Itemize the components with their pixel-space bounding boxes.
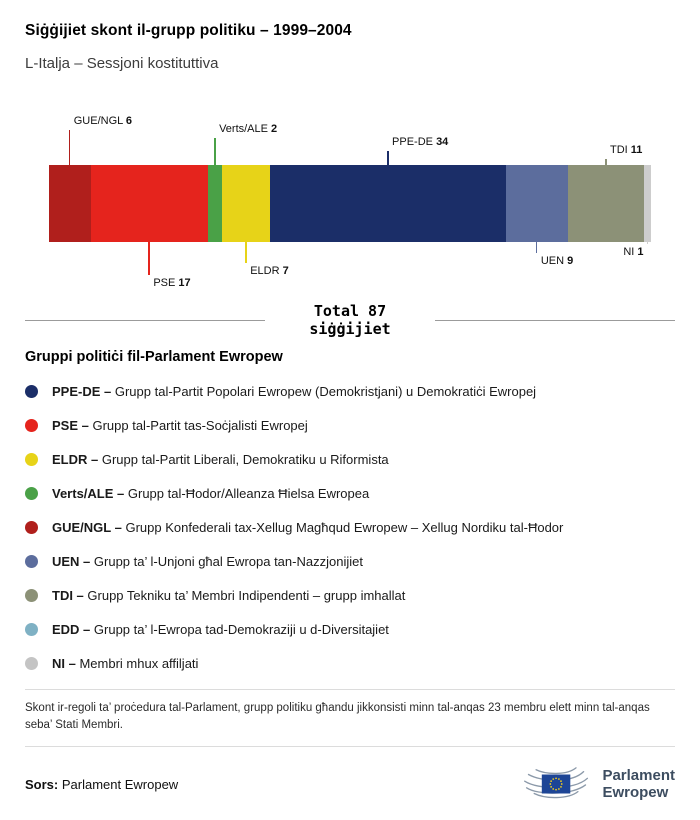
legend-dot-gue-ngl — [25, 521, 38, 535]
legend-dot-ni — [25, 657, 38, 671]
leader-line-uen — [535, 242, 538, 253]
eu-flag — [542, 774, 571, 794]
eu-flag-star — [555, 788, 558, 791]
source-value: Parlament Ewropew — [61, 776, 179, 792]
footnote-divider-bottom — [25, 746, 675, 748]
legend-dot-eldr — [25, 453, 38, 467]
total-divider: Total 87 siġġijiet — [25, 302, 675, 339]
source-text: Sors: Parlament Ewropew — [25, 777, 178, 792]
bar-segment-pse — [90, 165, 209, 242]
bar-label-tdi: TDI 11 — [610, 144, 643, 156]
eu-flag-star — [552, 788, 555, 790]
legend-list: PPE-DE – Grupp tal-Partit Popolari Ewrop… — [25, 375, 675, 681]
bar-annotations: GUE/NGL 6 PSE 17 Verts/ALE 2 ELDR 7 PPE-DE 3… — [49, 112, 651, 290]
legend-label-tdi: TDI – Grupp Tekniku ta’ Membri Indipende… — [52, 588, 406, 604]
legend-item-verts-ale: Verts/ALE – Grupp tal-Ħodor/Alleanza Ħie… — [25, 477, 675, 511]
ep-logo-text: Parlament Ewropew — [602, 767, 675, 802]
divider-line-right — [434, 319, 675, 321]
total-line-1: Total 87 — [313, 302, 387, 320]
bar-label-ppe-de: PPE-DE 34 — [392, 136, 449, 148]
legend-label-pse: PSE – Grupp tal-Partit tas-Soċjalisti Ew… — [52, 418, 308, 434]
legend-label-ppe-de: PPE-DE – Grupp tal-Partit Popolari Ewrop… — [52, 384, 537, 400]
eu-flag-star — [550, 786, 553, 788]
eu-flag-star — [558, 788, 561, 790]
bar-label-ni: NI 1 — [623, 246, 644, 258]
legend-item-tdi: TDI – Grupp Tekniku ta’ Membri Indipende… — [25, 579, 675, 613]
legend-item-pse: PSE – Grupp tal-Partit tas-Soċjalisti Ew… — [25, 409, 675, 443]
bar-label-uen: UEN 9 — [540, 255, 574, 267]
legend-item-edd: EDD – Grupp ta’ l-Ewropa tad-Demokraziji… — [25, 613, 675, 647]
legend-item-gue-ngl: GUE/NGL – Grupp Konfederali tax-Xellug M… — [25, 511, 675, 545]
stacked-bar — [49, 165, 651, 242]
eu-flag-star — [550, 780, 553, 783]
legend-dot-uen — [25, 555, 38, 569]
eu-flag-star — [560, 780, 563, 783]
legend-dot-tdi — [25, 589, 38, 603]
divider-line-left — [25, 319, 266, 321]
leader-line-eldr — [245, 242, 247, 263]
eu-flag-star — [555, 777, 558, 780]
legend-item-ppe-de: PPE-DE – Grupp tal-Partit Popolari Ewrop… — [25, 375, 675, 409]
leader-line-tdi — [605, 159, 607, 165]
bar-label-pse: PSE 17 — [153, 277, 191, 289]
leader-line-ni — [646, 242, 649, 244]
source-row: Sors: Parlament Ewropew — [25, 761, 675, 807]
legend-label-edd: EDD – Grupp ta’ l-Ewropa tad-Demokraziji… — [52, 622, 389, 638]
eu-flag-stars — [549, 777, 564, 791]
legend-label-gue-ngl: GUE/NGL – Grupp Konfederali tax-Xellug M… — [52, 520, 564, 536]
bar-segment-ni — [644, 165, 651, 242]
bar-label-eldr: ELDR 7 — [250, 265, 289, 277]
legend-item-ni: NI – Membri mhux affiljati — [25, 647, 675, 681]
bar-segment-uen — [505, 165, 568, 242]
legend-dot-edd — [25, 623, 38, 637]
ep-logo-graphic — [524, 767, 589, 799]
legend-dot-verts-ale — [25, 487, 38, 501]
ep-logo-line2: Ewropew — [602, 784, 669, 802]
eu-flag-star — [560, 786, 563, 788]
ep-logo: Parlament Ewropew — [519, 761, 675, 807]
page-title: Siġġijiet skont il-grupp politiku – 1999… — [25, 22, 352, 39]
page-subtitle: L-Italja – Sessjoni kostituttiva — [25, 55, 219, 72]
bar-label-verts-ale: Verts/ALE 2 — [219, 123, 278, 135]
leader-line-gue-ngl — [68, 130, 71, 165]
legend-item-uen: UEN – Grupp ta’ l-Unjoni għal Ewropa tan… — [25, 545, 675, 579]
total-seats-label: Total 87 siġġijiet — [265, 302, 434, 339]
eu-flag-star — [552, 778, 555, 781]
legend-item-eldr: ELDR – Grupp tal-Partit Liberali, Demokr… — [25, 443, 675, 477]
seats-chart: GUE/NGL 6 PSE 17 Verts/ALE 2 ELDR 7 PPE-DE 3… — [25, 112, 675, 290]
bar-label-gue-ngl: GUE/NGL 6 — [73, 115, 133, 127]
bar-segment-gue-ngl — [49, 165, 91, 242]
leader-line-pse — [148, 242, 150, 275]
ep-logo-line1: Parlament — [602, 766, 675, 784]
legend-title: Gruppi politiċi fil-Parlament Ewropew — [25, 348, 283, 365]
legend-label-uen: UEN – Grupp ta’ l-Unjoni għal Ewropa tan… — [52, 554, 363, 570]
bar-segment-tdi — [567, 165, 645, 242]
footnote: Skont ir-regoli ta’ proċedura tal-Parlam… — [25, 701, 650, 731]
legend-label-eldr: ELDR – Grupp tal-Partit Liberali, Demokr… — [52, 452, 389, 468]
eu-flag-star — [549, 783, 552, 785]
footnote-divider-top — [25, 688, 675, 690]
source-label: Sors: — [25, 776, 59, 792]
eu-flag-star — [561, 783, 564, 785]
total-line-2: siġġijiet — [309, 320, 391, 339]
bar-segment-verts-ale — [208, 165, 222, 242]
legend-dot-ppe-de — [25, 385, 38, 399]
bar-segment-ppe-de — [270, 165, 506, 242]
legend-label-verts-ale: Verts/ALE – Grupp tal-Ħodor/Alleanza Ħie… — [52, 486, 370, 502]
leader-line-verts-ale — [214, 138, 216, 165]
eu-flag-star — [558, 778, 561, 781]
legend-dot-pse — [25, 419, 38, 433]
bar-segment-eldr — [221, 165, 271, 242]
leader-line-ppe-de — [387, 151, 389, 165]
legend-label-ni: NI – Membri mhux affiljati — [52, 656, 199, 672]
